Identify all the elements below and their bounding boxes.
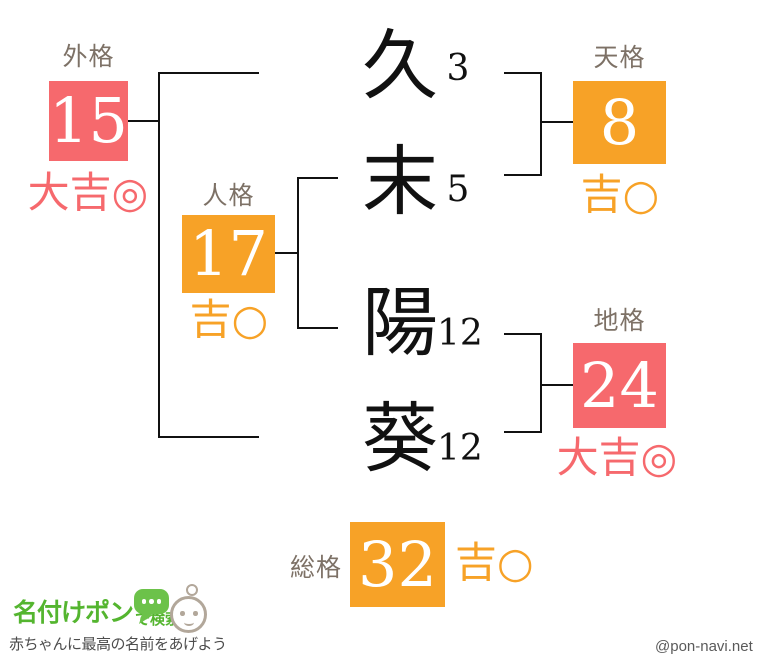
jinkaku-fortune: 吉○ <box>189 295 269 344</box>
soukaku-label: 総格 <box>289 554 342 582</box>
tenkaku-bracket-bottom-line <box>504 174 540 176</box>
tenkaku-bracket-vertical-line <box>540 72 542 176</box>
baby-face-icon <box>170 596 207 633</box>
baby-eye-icon <box>180 611 185 616</box>
stroke-count-2: 5 <box>446 169 470 210</box>
jinkaku-bracket-bottom-line <box>297 327 338 329</box>
chikaku-value: 24 <box>580 348 659 422</box>
chikaku-value-box: 24 <box>573 343 666 428</box>
name-char-given-1: 陽 <box>362 278 438 367</box>
stroke-count-1: 3 <box>446 48 470 89</box>
tenkaku-connector-line <box>542 121 573 123</box>
bubble-dot-icon <box>149 599 154 604</box>
bubble-dot-icon <box>156 599 162 604</box>
jinkaku-label: 人格 <box>202 182 255 210</box>
gaikaku-bracket-bottom-line <box>158 436 259 438</box>
chikaku-bracket-vertical-line <box>540 333 542 433</box>
name-char-surname-1: 久 <box>362 21 438 110</box>
baby-eye-icon <box>193 611 198 616</box>
tenkaku-label: 天格 <box>593 44 646 72</box>
soukaku-fortune: 吉○ <box>455 538 534 587</box>
tagline-text: 赤ちゃんに最高の名前をあげよう <box>9 636 227 653</box>
site-credit: @pon-navi.net <box>655 638 753 655</box>
chikaku-fortune: 大吉◎ <box>556 433 678 482</box>
gaikaku-label: 外格 <box>62 43 115 71</box>
chikaku-connector-line <box>542 384 573 386</box>
gaikaku-value: 15 <box>49 84 128 157</box>
tenkaku-value: 8 <box>599 85 640 159</box>
baby-mouth-icon <box>184 619 194 626</box>
gaikaku-fortune: 大吉◎ <box>27 168 149 217</box>
jinkaku-bracket-top-line <box>297 177 338 179</box>
soukaku-value-box: 32 <box>350 522 445 607</box>
gaikaku-value-box: 15 <box>49 81 128 161</box>
tenkaku-fortune: 吉○ <box>580 170 660 219</box>
bubble-dot-icon <box>141 599 147 604</box>
soukaku-value: 32 <box>358 527 437 601</box>
jinkaku-connector-line <box>275 252 297 254</box>
chikaku-label: 地格 <box>593 307 646 335</box>
gaikaku-connector-line <box>128 120 158 122</box>
gaikaku-bracket-vertical-line <box>158 72 160 438</box>
speech-bubble-tail-icon <box>139 611 153 624</box>
chikaku-bracket-top-line <box>504 333 540 335</box>
tenkaku-value-box: 8 <box>573 81 666 164</box>
gaikaku-bracket-top-line <box>158 72 259 74</box>
name-char-surname-2: 末 <box>362 137 438 226</box>
jinkaku-value-box: 17 <box>182 215 275 293</box>
logo-text: 名付けポン <box>13 599 134 627</box>
stroke-count-4: 12 <box>437 428 483 469</box>
chikaku-bracket-bottom-line <box>504 431 540 433</box>
speech-bubble-icon <box>134 589 169 614</box>
jinkaku-bracket-vertical-line <box>297 177 299 329</box>
jinkaku-value: 17 <box>189 217 268 290</box>
stroke-count-3: 12 <box>437 313 483 354</box>
tenkaku-bracket-top-line <box>504 72 540 74</box>
name-char-given-2: 葵 <box>362 394 438 483</box>
baby-hair-curl-icon <box>186 584 198 596</box>
